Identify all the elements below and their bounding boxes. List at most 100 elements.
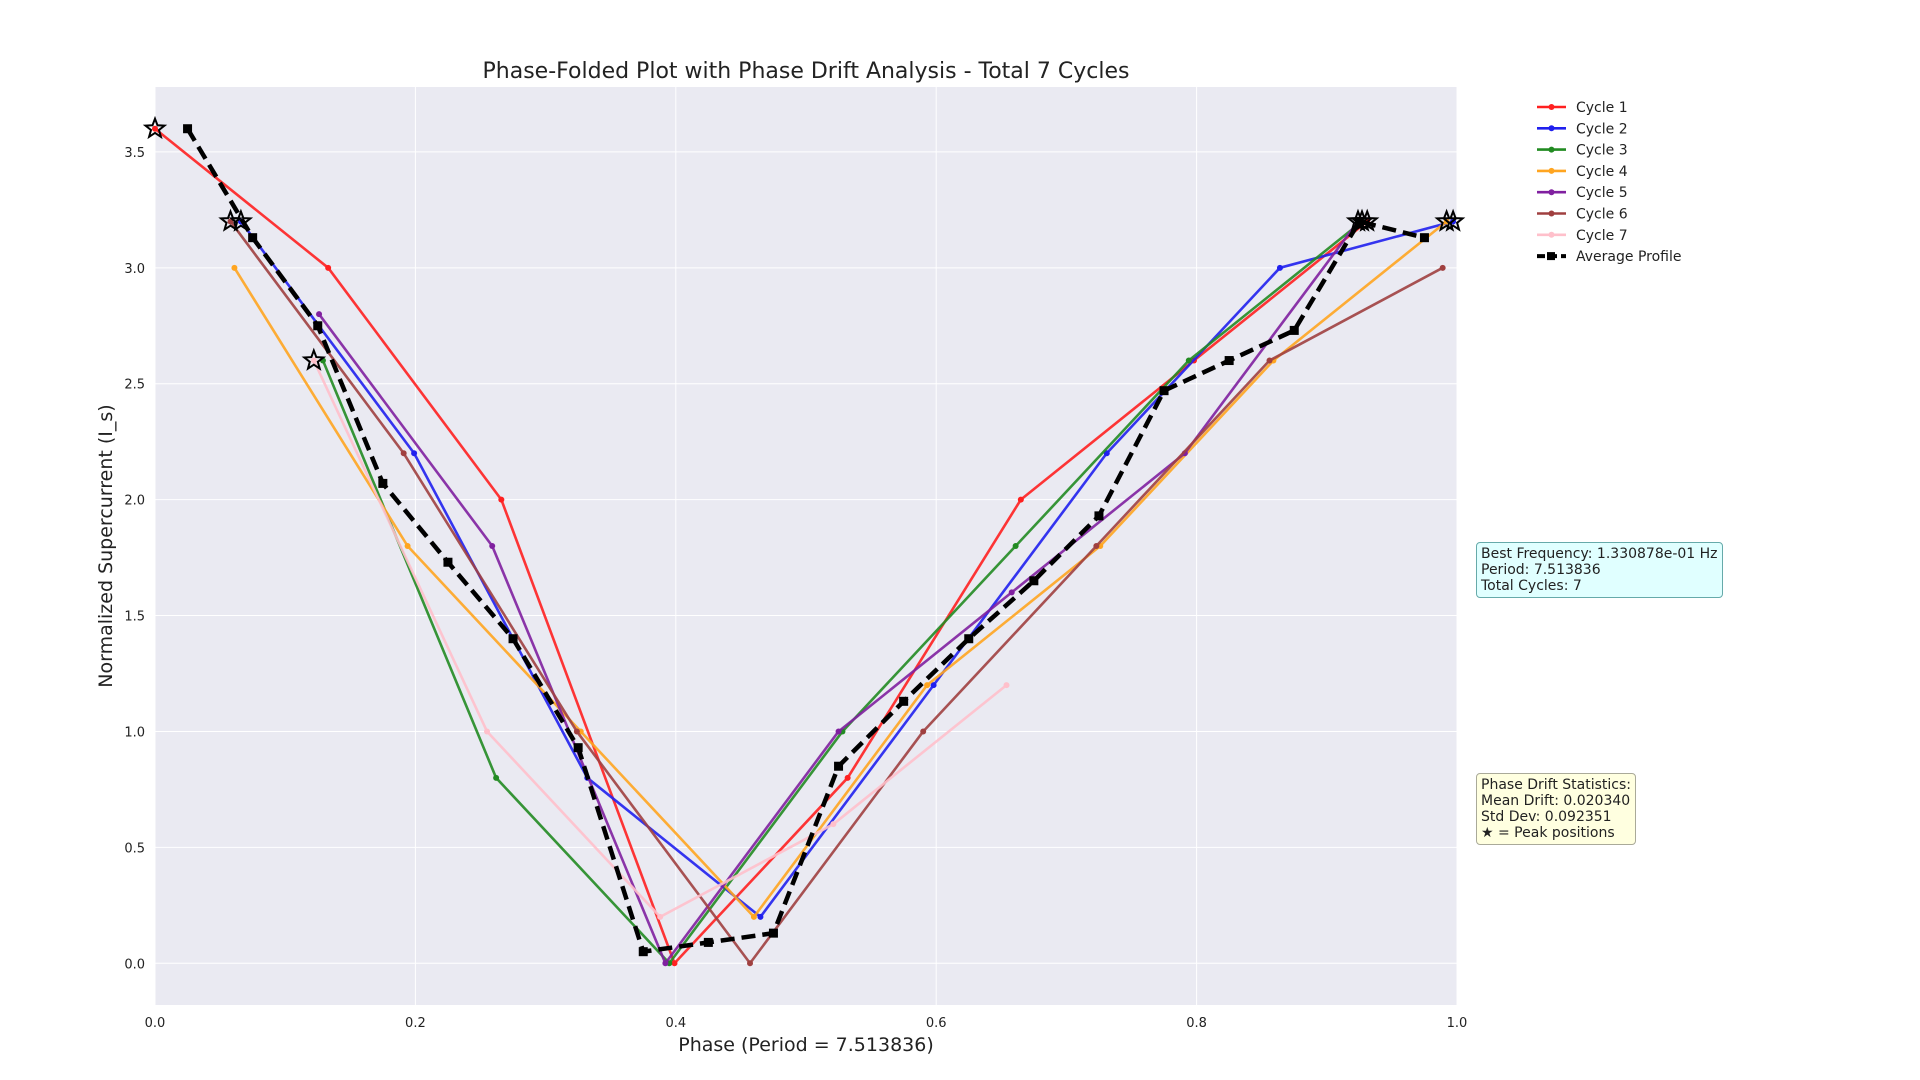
data-point <box>835 728 842 735</box>
data-point <box>662 960 669 967</box>
y-tick-label: 2.5 <box>124 378 145 393</box>
x-tick-label: 0.2 <box>405 1016 426 1031</box>
data-point <box>443 557 453 567</box>
peak-star <box>1440 208 1466 232</box>
data-point <box>1017 496 1024 503</box>
peak-star <box>1354 208 1380 232</box>
data-point <box>657 913 664 920</box>
data-point <box>573 728 580 735</box>
data-point <box>378 478 388 488</box>
legend-item: Cycle 2 <box>1537 121 1628 137</box>
data-point <box>1029 576 1039 586</box>
data-point <box>1224 356 1234 366</box>
data-point <box>747 960 754 967</box>
chart-title: Phase-Folded Plot with Phase Drift Analy… <box>483 59 1130 84</box>
data-point <box>1289 325 1299 335</box>
series-line <box>229 220 1444 965</box>
legend-marker <box>1548 104 1555 110</box>
std-dev-line: Std Dev: 0.092351 <box>1481 809 1612 825</box>
data-point <box>830 821 837 828</box>
data-point <box>508 634 518 644</box>
drift-stats-box: Phase Drift Statistics: Mean Drift: 0.02… <box>1476 773 1637 845</box>
data-point <box>411 450 418 457</box>
plot-background <box>155 87 1457 1005</box>
data-point <box>638 947 648 957</box>
data-point <box>325 264 332 271</box>
legend-marker <box>1548 146 1555 153</box>
period-line: Period: 7.513836 <box>1481 562 1601 578</box>
data-point <box>489 543 496 549</box>
data-point <box>1094 511 1104 521</box>
legend-label: Cycle 3 <box>1576 143 1628 159</box>
data-point <box>400 450 407 457</box>
data-point <box>573 743 583 753</box>
data-point <box>1276 264 1283 271</box>
data-point <box>316 311 323 318</box>
y-tick-label: 3.5 <box>124 146 145 161</box>
total-cycles-line: Total Cycles: 7 <box>1481 578 1582 594</box>
data-point <box>1008 589 1015 596</box>
y-tick-label: 0.0 <box>124 957 145 972</box>
data-point <box>1419 233 1429 243</box>
legend-label: Cycle 2 <box>1576 121 1628 137</box>
legend-item: Average Profile <box>1537 249 1681 265</box>
data-point <box>1003 682 1010 689</box>
data-point <box>930 682 937 689</box>
series-line <box>185 127 1425 954</box>
data-point <box>1439 264 1446 271</box>
legend-label: Cycle 4 <box>1576 164 1628 180</box>
legend-marker <box>1548 231 1555 238</box>
legend-marker <box>1548 210 1555 217</box>
data-point <box>498 496 505 503</box>
data-point <box>768 928 778 938</box>
data-point <box>1093 543 1100 549</box>
data-point <box>152 125 158 132</box>
data-point <box>1012 543 1019 549</box>
data-point <box>920 728 927 735</box>
legend-label: Average Profile <box>1576 249 1681 265</box>
data-point <box>310 357 317 364</box>
legend: Cycle 1 Cycle 2 Cycle 3 Cycle 4 Cycle 5 Cycle… <box>1537 100 1681 265</box>
mean-drift-line: Mean Drift: 0.020340 <box>1481 793 1631 809</box>
y-axis-label: Normalized Supercurrent (I_s) <box>95 404 117 687</box>
legend-item: Cycle 4 <box>1537 164 1628 180</box>
drift-stats-heading: Phase Drift Statistics: <box>1481 777 1632 793</box>
series-line <box>233 220 1448 919</box>
y-tick-label: 1.0 <box>124 725 145 740</box>
x-tick-label: 0.0 <box>145 1016 166 1031</box>
legend-label: Cycle 5 <box>1576 185 1628 201</box>
data-point <box>844 774 851 781</box>
series-layer <box>152 124 1457 967</box>
data-point <box>248 233 258 243</box>
series-8 <box>183 124 1429 957</box>
data-point <box>1185 357 1192 364</box>
x-tick-label: 0.8 <box>1186 1016 1207 1031</box>
legend-item: Cycle 3 <box>1537 143 1628 159</box>
data-point <box>313 321 323 331</box>
peak-note-line: ★ = Peak positions <box>1481 825 1615 841</box>
legend-label: Cycle 7 <box>1576 228 1628 244</box>
data-point <box>1354 216 1364 226</box>
x-axis-ticks: 0.0 0.2 0.4 0.6 0.8 1.0 <box>145 1016 1468 1031</box>
data-point <box>493 774 500 781</box>
legend-item: Cycle 1 <box>1537 100 1628 116</box>
peak-star <box>142 115 168 140</box>
data-point <box>404 543 411 549</box>
data-point <box>231 264 238 271</box>
data-point <box>1266 357 1273 364</box>
legend-item: Cycle 7 <box>1537 228 1628 244</box>
data-point <box>924 682 931 689</box>
data-point <box>183 124 193 134</box>
legend-label: Cycle 6 <box>1576 207 1628 223</box>
x-tick-label: 0.6 <box>926 1016 947 1031</box>
series-7 <box>310 357 1010 920</box>
data-point <box>484 728 491 735</box>
data-point <box>834 761 844 771</box>
peak-star <box>301 347 327 371</box>
legend-item: Cycle 6 <box>1537 207 1628 223</box>
y-tick-label: 2.0 <box>124 494 145 509</box>
data-point <box>750 913 757 920</box>
peak-markers <box>142 115 1466 371</box>
x-axis-label: Phase (Period = 7.513836) <box>678 1034 934 1056</box>
